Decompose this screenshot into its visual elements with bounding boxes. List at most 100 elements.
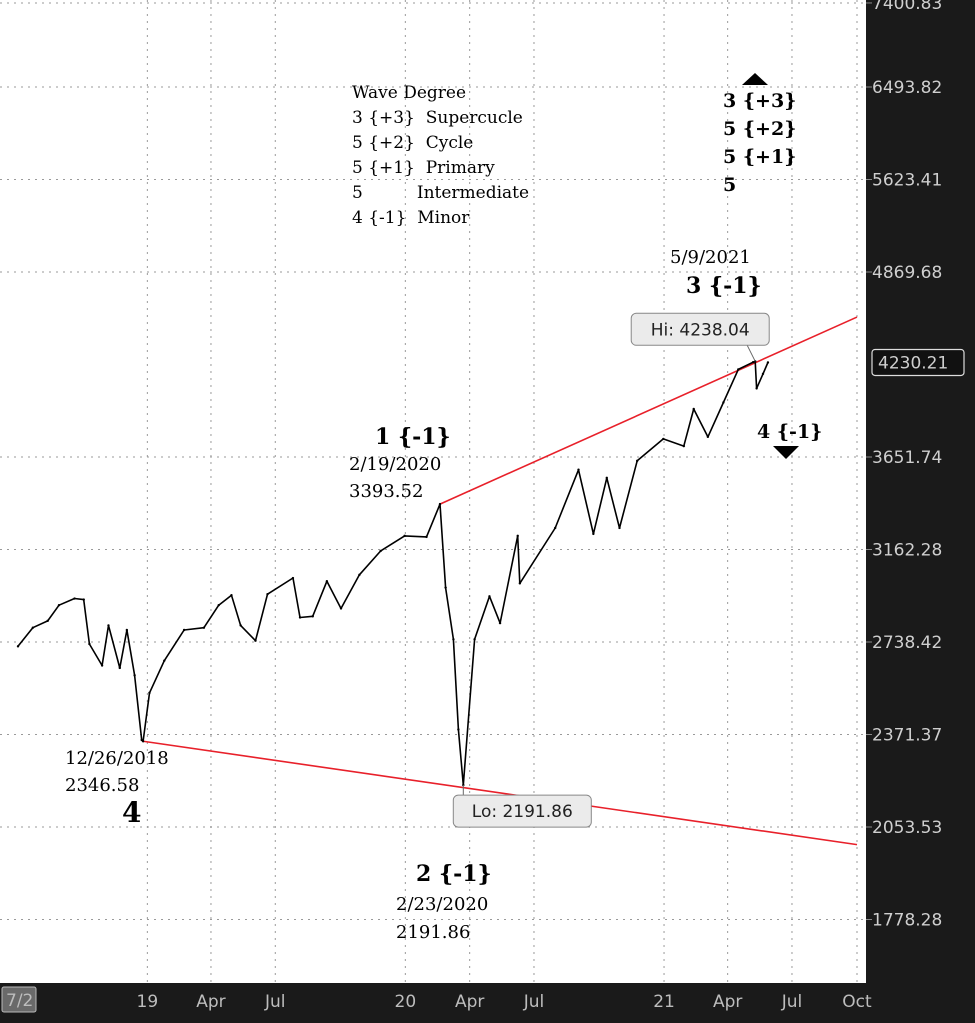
legend-row: 3 {+3} Supercucle (352, 108, 523, 128)
x-axis-panel (0, 983, 975, 1023)
price-point (82, 598, 85, 601)
price-point (325, 580, 329, 583)
y-tick-label: 2053.53 (872, 818, 942, 838)
wave-count-stack: 3 {+3} 5 {+2} 5 {+1} 5 (723, 73, 796, 196)
wave1-label: 1 {-1} (375, 424, 451, 450)
price-point (737, 368, 740, 371)
low-2018-date: 12/26/2018 (65, 748, 169, 769)
price-point (148, 691, 151, 695)
wave2-label: 2 {-1} (416, 861, 492, 887)
price-point (125, 628, 129, 632)
x-tick-label: 7/2 (6, 991, 33, 1011)
price-callouts: Hi: 4238.04 Lo: 2191.86 (452, 312, 770, 828)
price-point (358, 573, 361, 577)
x-tick-label: Oct (842, 992, 872, 1012)
price-point (706, 435, 710, 439)
y-tick-label: 4869.68 (872, 263, 942, 283)
callout-box (630, 312, 770, 346)
x-tick-label: Apr (455, 992, 484, 1012)
y-tick-label: 2371.37 (872, 726, 942, 746)
y-tick-label: 6493.82 (872, 78, 942, 98)
price-point (518, 582, 522, 585)
price-point (403, 534, 406, 538)
price-point (751, 361, 755, 364)
wave4-label: 4 {-1} (757, 421, 822, 443)
last-price-box (871, 348, 965, 377)
trend-line (142, 740, 858, 846)
price-point (438, 502, 442, 506)
price-point (254, 639, 257, 642)
callout-label: Lo: 2191.86 (472, 802, 573, 822)
price-point (766, 361, 770, 364)
price-point (217, 603, 220, 607)
x-tick-label: 20 (395, 992, 417, 1012)
callout-box (452, 794, 592, 828)
price-point (100, 664, 104, 667)
x-tick-label: Jul (264, 992, 286, 1012)
price-point (202, 626, 206, 629)
legend-row: 4 {-1} Minor (352, 208, 470, 228)
wave-count-label: 5 (723, 174, 736, 196)
y-tick-label: 7400.83 (872, 0, 942, 14)
price-point (488, 595, 491, 598)
peak-wave-label: 3 {-1} (686, 273, 762, 299)
callout-pointer (746, 345, 756, 362)
price-point (230, 594, 233, 597)
trend-line (439, 316, 858, 505)
price-point (577, 468, 580, 471)
price-point (163, 659, 166, 662)
price-point (291, 576, 295, 580)
x-tick-label: Apr (196, 992, 225, 1012)
y-axis: 1778.28 2053.53 2371.37 2738.42 3162.28 3651.… (866, 0, 975, 1023)
y-axis-panel (866, 0, 975, 1023)
x-range-box (1, 986, 37, 1013)
x-tick-label: Jul (523, 992, 545, 1012)
price-point (88, 642, 91, 646)
x-tick-label: 19 (137, 992, 159, 1012)
low-2018-wave: 4 (122, 796, 141, 829)
price-point (755, 387, 758, 390)
price-point (16, 645, 20, 648)
wave-count-label: 5 {+2} (723, 118, 796, 140)
wave-count-label: 5 {+1} (723, 146, 796, 168)
price-point (182, 628, 186, 632)
callout-label: Hi: 4238.04 (651, 320, 750, 340)
legend-row: 5 Intermediate (352, 183, 529, 203)
down-arrow-icon (773, 446, 799, 459)
price-point (46, 619, 49, 623)
price-point (239, 624, 242, 627)
low-2018-value: 2346.58 (65, 775, 139, 796)
price-point (498, 621, 502, 625)
price-point (722, 401, 725, 404)
price-point (618, 526, 621, 530)
trendlines (142, 316, 858, 846)
price-point (516, 534, 519, 538)
price-point (311, 615, 314, 618)
wave-degree-legend: Wave Degree 3 {+3} Supercucle 5 {+2} Cyc… (352, 83, 529, 228)
price-point (425, 535, 428, 539)
x-axis: 7/2 19 Apr Jul 20 Apr Jul 21 Apr Jul Oct (0, 983, 975, 1023)
y-tick-label: 1778.28 (872, 911, 942, 931)
price-point (457, 728, 460, 731)
price-point (692, 407, 695, 411)
wave2-value: 2191.86 (396, 922, 470, 943)
price-callout: Lo: 2191.86 (452, 785, 592, 828)
last-price-label: 4230.21 (878, 353, 948, 373)
wave1-date: 2/19/2020 (349, 454, 441, 475)
price-point (592, 532, 595, 536)
price-point (452, 638, 455, 641)
legend-title: Wave Degree (352, 83, 466, 103)
price-point (107, 624, 110, 627)
wave2-date: 2/23/2020 (396, 894, 488, 915)
price-point (473, 638, 476, 641)
price-point (118, 666, 121, 670)
up-arrow-icon (742, 73, 768, 85)
price-series (16, 360, 770, 787)
price-point (761, 372, 765, 376)
legend-row: 5 {+2} Cycle (352, 133, 473, 153)
price-point (73, 597, 76, 600)
price-callout: Hi: 4238.04 (630, 312, 770, 362)
wave-count-label: 3 {+3} (723, 90, 796, 112)
